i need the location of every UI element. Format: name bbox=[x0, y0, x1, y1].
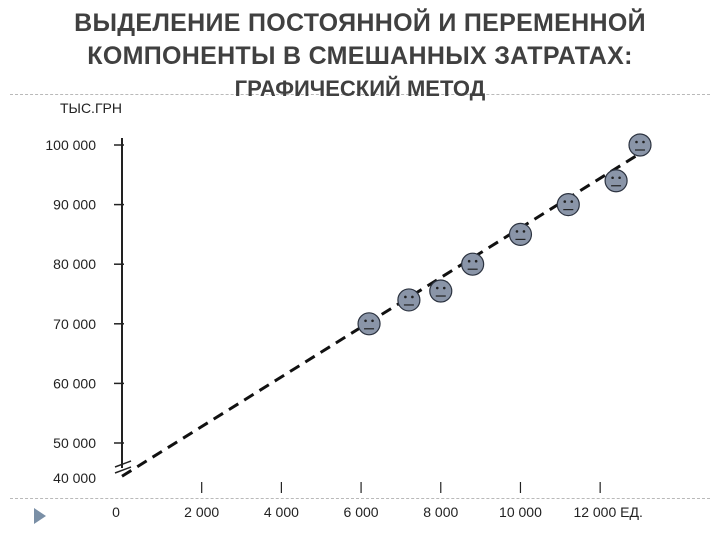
x-tick-label: 8 000 bbox=[423, 504, 458, 520]
smiley-face-icon bbox=[556, 193, 580, 217]
smiley-face-icon bbox=[429, 279, 453, 303]
x-tick-label: 2 000 bbox=[184, 504, 219, 520]
smiley-face-icon bbox=[628, 133, 652, 157]
slide-title-line-1: ВЫДЕЛЕНИЕ ПОСТОЯННОЙ И ПЕРЕМЕННОЙ bbox=[74, 9, 646, 37]
x-tick-label: 0 bbox=[112, 504, 120, 520]
smiley-face-icon bbox=[604, 169, 628, 193]
axis-break-mark bbox=[114, 460, 132, 468]
x-tick-label: 6 000 bbox=[344, 504, 379, 520]
y-tick-label: 90 000 bbox=[53, 197, 96, 213]
y-tick-label: 80 000 bbox=[53, 256, 96, 272]
slide-subtitle: ГРАФИЧЕСКИЙ МЕТОД bbox=[234, 76, 486, 101]
x-tick-label: 4 000 bbox=[264, 504, 299, 520]
smiley-face-icon bbox=[397, 288, 421, 312]
slide-title-line-2: КОМПОНЕНТЫ В СМЕШАННЫХ ЗАТРАТАХ: bbox=[87, 42, 633, 70]
smiley-face-icon bbox=[357, 312, 381, 336]
y-tick-label: 40 000 bbox=[53, 470, 96, 486]
y-axis-unit-label: ТЫС.ГРН bbox=[60, 100, 122, 116]
y-tick-label: 60 000 bbox=[53, 375, 96, 391]
x-tick-label: 12 000 ЕД. bbox=[573, 504, 642, 520]
smiley-face-icon bbox=[508, 222, 533, 246]
y-tick-label: 50 000 bbox=[53, 435, 96, 451]
title-divider bbox=[10, 94, 710, 95]
y-tick-label: 70 000 bbox=[53, 316, 96, 332]
x-tick-label: 10 000 bbox=[499, 504, 542, 520]
footer-divider bbox=[10, 498, 710, 499]
slide-bullet-arrow-icon bbox=[34, 508, 46, 524]
y-tick-label: 100 000 bbox=[45, 137, 96, 153]
axis-break-mark bbox=[114, 466, 132, 474]
smiley-face-icon bbox=[461, 252, 485, 276]
